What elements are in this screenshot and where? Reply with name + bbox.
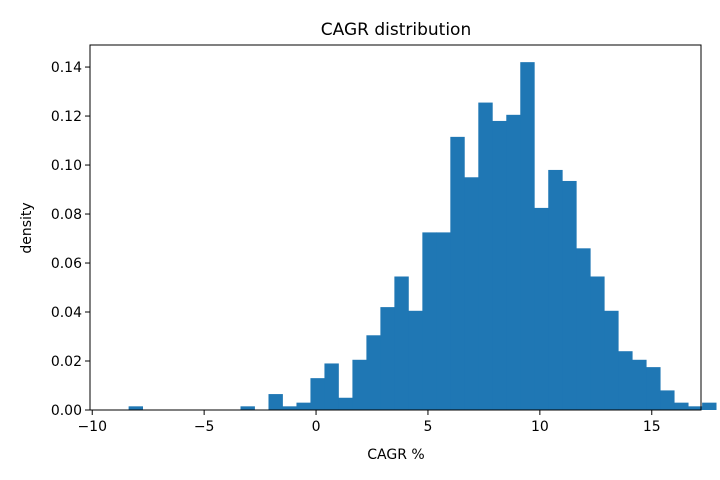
histogram-bar <box>562 180 577 410</box>
histogram-bar <box>660 390 675 410</box>
histogram-bar <box>576 248 591 410</box>
y-tick-label: 0.00 <box>51 403 82 419</box>
histogram-bar <box>408 310 423 410</box>
y-tick-label: 0.08 <box>51 207 82 223</box>
x-tick-label: 10 <box>531 419 549 435</box>
histogram-bar <box>506 114 521 411</box>
chart-title: CAGR distribution <box>321 20 471 40</box>
histogram-bar <box>674 402 689 410</box>
y-tick-label: 0.14 <box>51 60 82 76</box>
histogram-bar <box>296 402 311 410</box>
histogram-bar <box>394 276 409 410</box>
histogram-bar <box>646 367 661 410</box>
histogram-bar <box>548 169 563 410</box>
histogram-bar <box>352 359 367 410</box>
x-tick-label: 15 <box>643 419 661 435</box>
histogram-bar <box>310 378 325 410</box>
histogram-bar <box>282 406 297 410</box>
histogram-bar <box>618 351 633 410</box>
y-axis-label: density <box>19 202 35 253</box>
histogram-bar <box>268 394 283 410</box>
x-tick-label: 0 <box>312 419 321 435</box>
x-axis-ticks: −10 −5 0 5 10 15 <box>77 410 661 435</box>
histogram-bar <box>492 120 507 410</box>
histogram-bar <box>240 406 255 410</box>
x-tick-label: −5 <box>194 419 215 435</box>
y-axis-ticks: 0.00 0.02 0.04 0.06 0.08 0.10 0.12 0.14 <box>51 60 90 419</box>
histogram-bar <box>632 359 647 410</box>
histogram-bar <box>128 406 143 410</box>
histogram-bar <box>464 177 479 410</box>
histogram-bar <box>478 102 493 411</box>
y-tick-label: 0.02 <box>51 354 82 370</box>
x-tick-label: 5 <box>423 419 432 435</box>
bars-group <box>128 62 717 411</box>
plot-frame <box>89 44 702 411</box>
histogram-bar <box>520 62 535 411</box>
y-tick-label: 0.12 <box>51 109 82 125</box>
histogram-bar <box>422 232 437 410</box>
x-axis-label: CAGR % <box>367 447 424 463</box>
histogram-bar <box>380 307 395 410</box>
histogram-bar <box>338 397 353 410</box>
histogram-bar <box>590 276 605 410</box>
y-tick-label: 0.06 <box>51 256 82 272</box>
histogram-bar <box>450 136 465 410</box>
histogram-bar <box>534 207 549 410</box>
histogram-bar <box>324 363 339 410</box>
histogram-bar <box>702 402 717 410</box>
y-tick-label: 0.10 <box>51 158 82 174</box>
histogram-bar <box>688 406 703 410</box>
histogram-bar <box>366 335 381 410</box>
y-tick-label: 0.04 <box>51 305 82 321</box>
x-tick-label: −10 <box>77 419 107 435</box>
histogram-bar <box>436 232 451 410</box>
histogram-bar <box>604 310 619 410</box>
